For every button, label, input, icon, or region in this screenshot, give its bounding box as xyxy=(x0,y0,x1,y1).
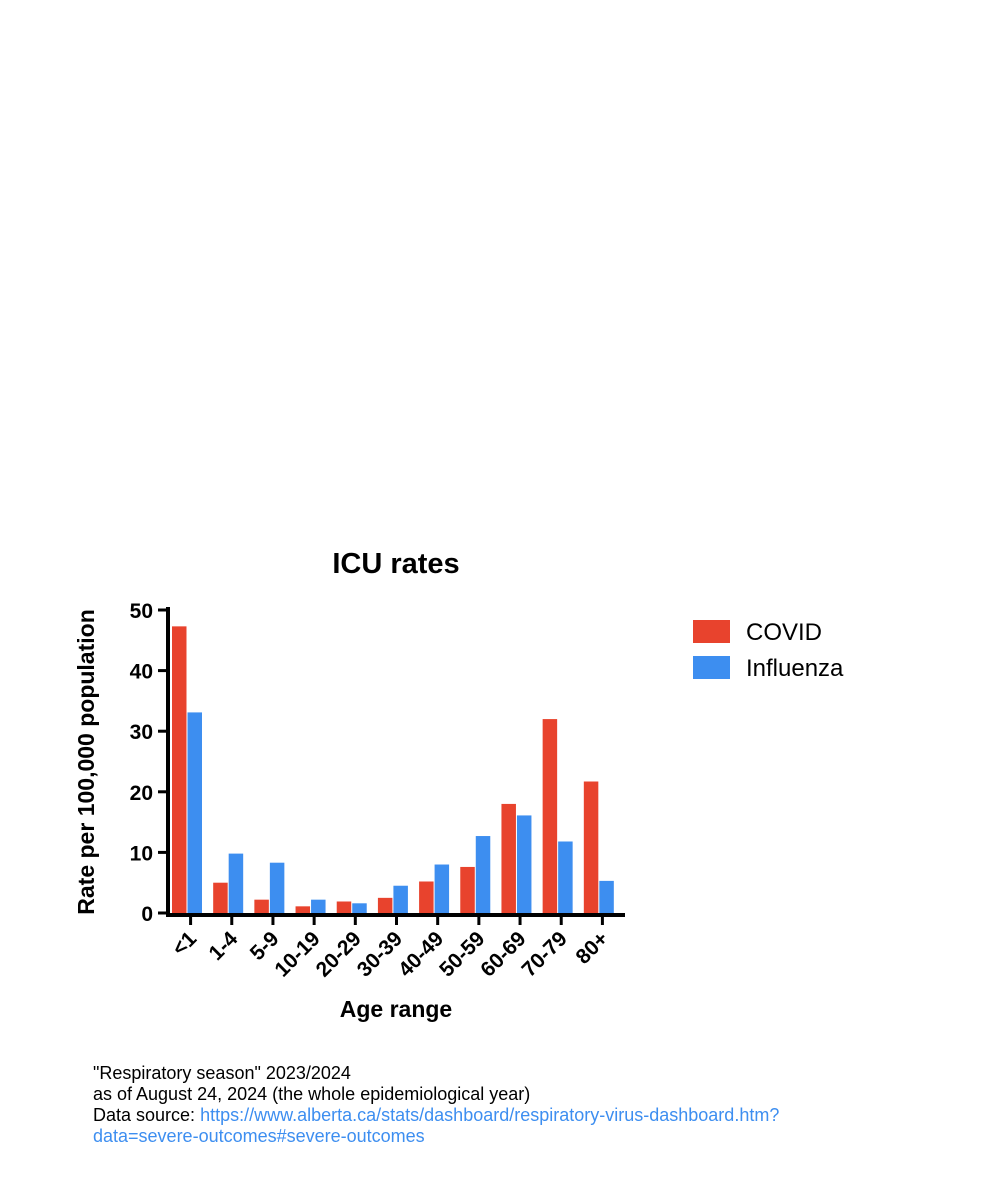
bar-influenza-3 xyxy=(311,899,326,913)
bar-influenza-5 xyxy=(393,885,408,913)
y-tick-label-5: 50 xyxy=(130,600,153,623)
bar-influenza-7 xyxy=(475,836,491,913)
legend-label-covid: COVID xyxy=(746,619,822,646)
x-ticks-layer: <1 1-4 5-910-1920-2930-3940-4950-5960-6970… xyxy=(168,915,613,982)
legend-swatch-influenza xyxy=(693,656,730,679)
bar-covid-2 xyxy=(254,899,269,913)
bar-covid-6 xyxy=(419,881,434,913)
footnote: "Respiratory season" 2023/2024 as of Aug… xyxy=(93,1063,813,1147)
footnote-date: as of August 24, 2024 (the whole epidemi… xyxy=(93,1084,531,1104)
source-link[interactable]: https://www.alberta.ca/stats/dashboard/r… xyxy=(93,1105,780,1146)
legend: COVID Influenza xyxy=(693,619,844,682)
source-label: Data source: xyxy=(93,1105,201,1125)
bar-influenza-9 xyxy=(558,841,573,913)
bar-covid-10 xyxy=(583,781,599,913)
x-tick-label-6: 40-49 xyxy=(394,927,448,981)
bar-covid-3 xyxy=(295,906,311,913)
bar-influenza-4 xyxy=(352,903,367,913)
bar-covid-4 xyxy=(336,901,352,913)
bar-influenza-8 xyxy=(516,815,532,913)
legend-swatch-covid xyxy=(693,620,730,643)
footnote-source: Data source: https://www.alberta.ca/stat… xyxy=(93,1105,813,1147)
y-tick-label-2: 20 xyxy=(130,782,153,805)
bar-influenza-1 xyxy=(228,853,244,913)
y-tick-label-1: 10 xyxy=(130,842,153,865)
x-tick-label-8: 60-69 xyxy=(476,927,530,981)
x-tick-label-0: <1 xyxy=(168,927,201,960)
bars-layer xyxy=(172,626,614,913)
x-tick-label-7: 50-59 xyxy=(435,927,489,981)
x-tick-label-5: 30-39 xyxy=(353,927,407,981)
y-tick-label-4: 40 xyxy=(130,661,153,684)
bar-covid-1 xyxy=(213,882,228,913)
footnote-season: "Respiratory season" 2023/2024 xyxy=(93,1063,351,1083)
x-tick-label-1: 1-4 xyxy=(205,927,243,965)
bar-influenza-6 xyxy=(434,864,450,913)
x-tick-label-4: 20-29 xyxy=(312,927,366,981)
chart-title: ICU rates xyxy=(332,548,459,580)
bar-covid-5 xyxy=(377,897,393,913)
bar-covid-0 xyxy=(172,626,187,913)
bar-covid-7 xyxy=(460,866,475,913)
x-axis-label: Age range xyxy=(340,996,452,1022)
bar-influenza-10 xyxy=(599,880,614,913)
bar-covid-8 xyxy=(501,803,516,913)
bar-influenza-0 xyxy=(187,712,202,913)
bar-influenza-2 xyxy=(269,862,285,913)
x-tick-label-10: 80+ xyxy=(571,927,612,968)
x-tick-label-9: 70-79 xyxy=(518,927,572,981)
y-tick-label-0: 0 xyxy=(141,903,153,926)
y-tick-label-3: 30 xyxy=(130,721,153,744)
x-tick-label-3: 10-19 xyxy=(270,927,324,981)
bar-covid-9 xyxy=(542,719,558,913)
y-ticks-layer: 0 10 20 30 40 50 xyxy=(130,600,168,926)
y-axis-label: Rate per 100,000 population xyxy=(73,609,99,914)
legend-label-influenza: Influenza xyxy=(746,655,844,682)
